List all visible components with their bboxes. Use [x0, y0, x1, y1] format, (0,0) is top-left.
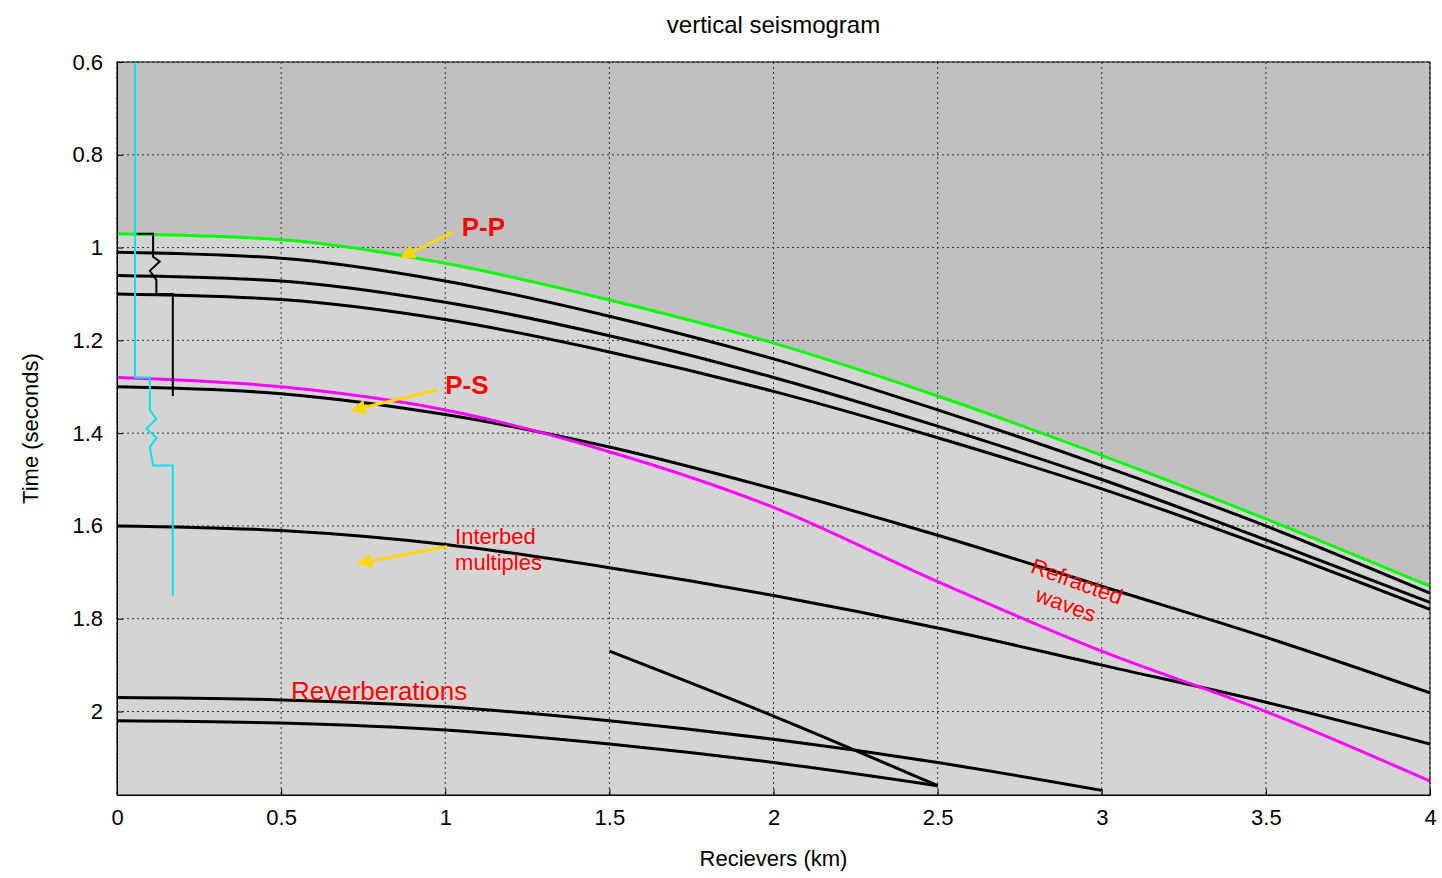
tick-label: 1.4 [72, 421, 103, 446]
tick-mark [1102, 789, 1103, 795]
x-axis: 0 0.5 1 1.5 2 2.5 3 3.5 4 [111, 789, 1436, 830]
series-group [117, 62, 1430, 790]
annotation: Refractedwaves [1019, 554, 1126, 634]
annotation: P-S [445, 370, 488, 400]
annotation: Reverberations [291, 676, 467, 706]
tick: 0.8 [72, 142, 123, 167]
annotation-line: waves [1031, 582, 1099, 627]
tick-mark [281, 789, 282, 795]
tick-mark [938, 789, 939, 795]
tick-label: 1.8 [72, 606, 103, 631]
event-line [117, 721, 938, 786]
tick-mark [117, 526, 123, 527]
grid-line [1265, 62, 1266, 795]
annotation: P-P [462, 212, 505, 242]
tick: 0.5 [266, 789, 297, 830]
grid-line [937, 62, 938, 795]
tick-mark [117, 248, 123, 249]
grid-line [281, 62, 282, 795]
event-line [609, 651, 937, 786]
annotation-arrow [403, 232, 454, 257]
tick-label: 1 [440, 805, 452, 830]
plot-background [117, 62, 1430, 795]
x-axis-title: Recievers (km) [700, 846, 848, 871]
tick-label: 3 [1096, 805, 1108, 830]
grid-line [609, 62, 610, 795]
tick-mark [445, 789, 446, 795]
annotations: P-P P-S Interbedmultiples Refractedwaves Rev… [291, 212, 1126, 706]
tick-label: 1.5 [595, 805, 626, 830]
tick: 1 [91, 235, 123, 260]
tick: 4 [1424, 789, 1436, 830]
tick-mark [117, 62, 123, 63]
tick-mark [774, 789, 775, 795]
event-line [117, 387, 1430, 693]
plot-frame [117, 62, 1430, 795]
tick: 2 [91, 699, 123, 724]
tick-label: 1 [91, 235, 103, 260]
tick: 1.5 [595, 789, 626, 830]
tick-mark [117, 340, 123, 341]
tick: 1.4 [72, 421, 123, 446]
tick-label: 3.5 [1251, 805, 1282, 830]
tick-mark [117, 619, 123, 620]
tick: 1.2 [72, 328, 123, 353]
chart: 0 0.5 1 1.5 2 2.5 3 3.5 4 0.6 0.8 1 1.2 1.4 1.6 1.8 2 ver… [0, 0, 1442, 878]
annotation: Interbedmultiples [455, 524, 542, 574]
event-line [117, 294, 1430, 609]
tick: 1.6 [72, 513, 123, 538]
tick-label: 1.2 [72, 328, 103, 353]
tick-label: 2.5 [923, 805, 954, 830]
tick-mark [1266, 789, 1267, 795]
tick-label: 1.6 [72, 513, 103, 538]
grid-line [773, 62, 774, 795]
tick-label: 0.5 [266, 805, 297, 830]
tick-mark [117, 433, 123, 434]
event-line [117, 698, 1102, 791]
event-line [117, 234, 1430, 587]
axis-line [118, 795, 1431, 796]
annotation-line: Interbed [455, 524, 536, 549]
event-line [117, 275, 1430, 602]
grid [117, 62, 1430, 795]
tick-mark [1430, 789, 1431, 795]
grid-line [117, 711, 1430, 712]
tick-label: 0.6 [72, 50, 103, 75]
axis-line [117, 63, 118, 796]
grid-line [117, 433, 1430, 434]
event-line [117, 377, 1430, 781]
event-line [117, 526, 1430, 744]
grid-line [117, 618, 1430, 619]
tick: 3.5 [1251, 789, 1282, 830]
tick: 1.8 [72, 606, 123, 631]
tick: 3 [1096, 789, 1108, 830]
y-axis: 0.6 0.8 1 1.2 1.4 1.6 1.8 2 [72, 50, 123, 796]
well-log [137, 234, 173, 396]
annotation-arrow [360, 546, 447, 563]
tick-label: 2 [91, 699, 103, 724]
title: vertical seismogram [667, 11, 880, 38]
tick-label: 2 [768, 805, 780, 830]
grid-line [1101, 62, 1102, 795]
tick-mark [117, 711, 123, 712]
tick: 2 [768, 789, 780, 830]
tick-mark [609, 789, 610, 795]
annotation-line: multiples [455, 550, 542, 575]
y-axis-title: Time (seconds) [18, 353, 43, 504]
tick: 1 [440, 789, 452, 830]
annotation-arrow [353, 390, 437, 410]
tick: 0.6 [72, 50, 123, 75]
tick-label: 0 [111, 805, 123, 830]
grid-line [117, 154, 1430, 155]
tick: 2.5 [923, 789, 954, 830]
tick-label: 0.8 [72, 142, 103, 167]
grid-line [117, 247, 1430, 248]
tick-label: 4 [1424, 805, 1436, 830]
grid-line [117, 340, 1430, 341]
tick-mark [117, 155, 123, 156]
well-log [135, 62, 173, 596]
